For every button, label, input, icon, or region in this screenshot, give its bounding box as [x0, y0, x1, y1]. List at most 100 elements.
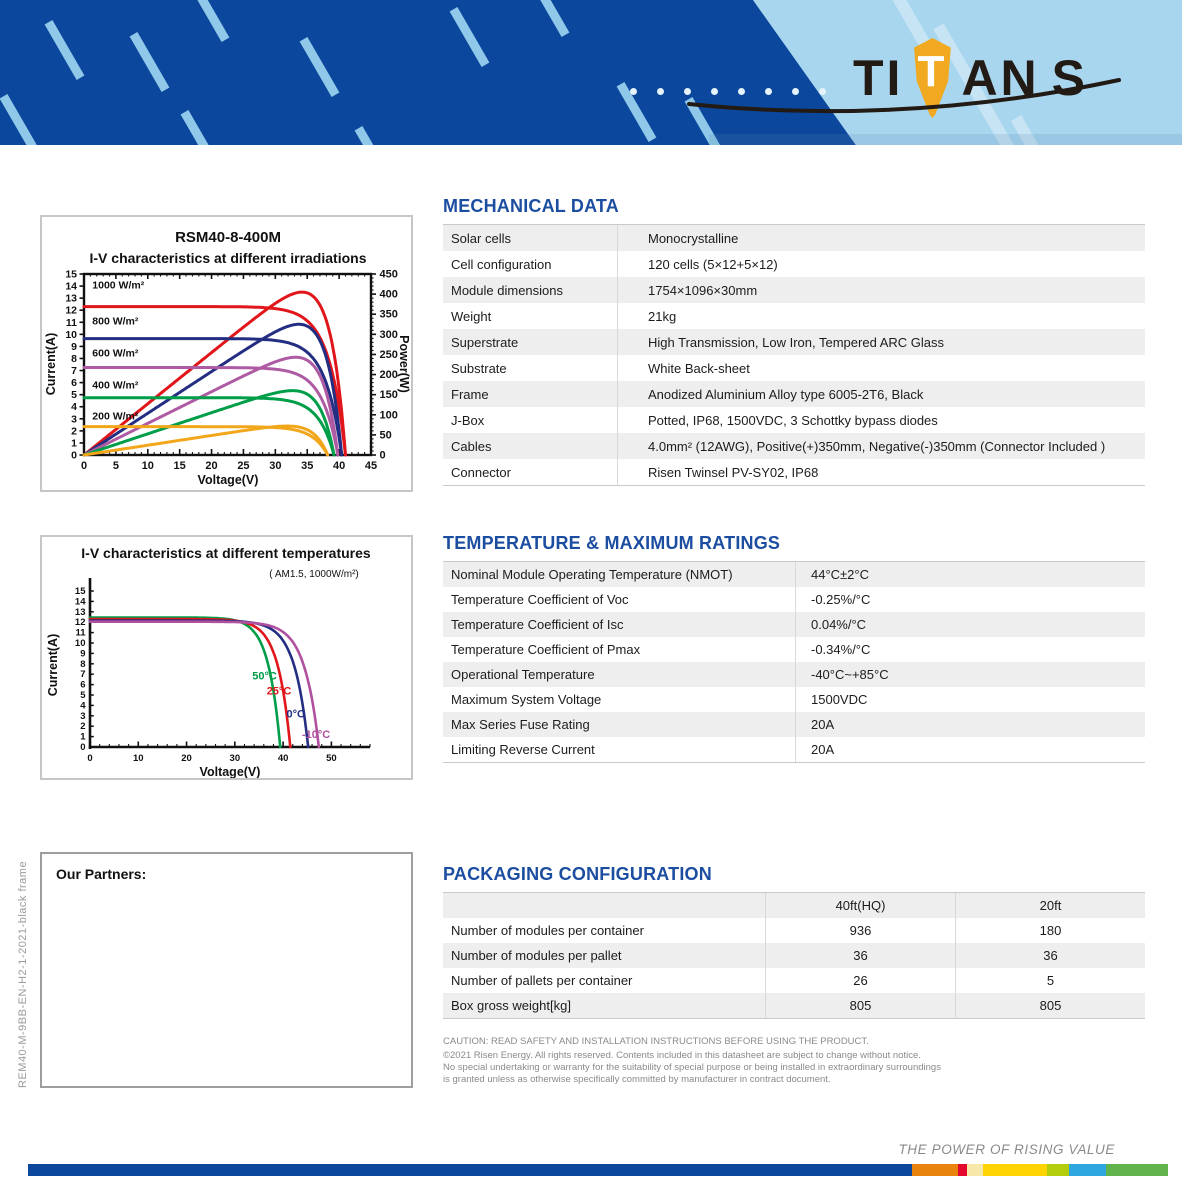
svg-text:6: 6	[71, 377, 77, 389]
svg-text:50°C: 50°C	[252, 670, 277, 682]
svg-text:300: 300	[380, 329, 398, 341]
svg-text:I-V characteristics at differe: I-V characteristics at different irradia…	[90, 250, 367, 266]
caution-line: CAUTION: READ SAFETY AND INSTALLATION IN…	[443, 1036, 869, 1047]
svg-text:10: 10	[65, 329, 77, 341]
row-value: Monocrystalline	[617, 225, 1145, 251]
svg-text:250: 250	[380, 349, 398, 361]
svg-text:10: 10	[133, 753, 144, 764]
svg-text:150: 150	[380, 389, 398, 401]
svg-text:50: 50	[326, 753, 337, 764]
cell: Number of modules per container	[451, 923, 644, 938]
cell: Box gross weight[kg]	[451, 998, 571, 1013]
svg-text:7: 7	[71, 365, 77, 377]
temperature-ratings-section: TEMPERATURE & MAXIMUM RATINGS Nominal Mo…	[443, 533, 1145, 763]
svg-text:0: 0	[87, 753, 92, 764]
svg-text:800 W/m²: 800 W/m²	[92, 316, 139, 328]
table-row: Cables 4.0mm² (12AWG), Positive(+)350mm, …	[443, 433, 1145, 459]
row-label: Cell configuration	[451, 256, 552, 272]
svg-text:200: 200	[380, 369, 398, 381]
svg-text:400: 400	[380, 289, 398, 301]
svg-text:10: 10	[75, 638, 86, 649]
svg-text:20: 20	[205, 460, 217, 472]
row-value: High Transmission, Low Iron, Tempered AR…	[617, 329, 1145, 355]
svg-text:0: 0	[81, 460, 87, 472]
row-label: Temperature Coefficient of Pmax	[451, 642, 641, 657]
table-row: Frame Anodized Aluminium Alloy type 6005-…	[443, 381, 1145, 407]
bar-segment	[967, 1164, 983, 1176]
svg-text:600 W/m²: 600 W/m²	[92, 348, 139, 360]
packaging-table: 40ft(HQ) 20ft Number of modules per contai…	[443, 892, 1145, 1019]
iv-irradiation-chart: RSM40-8-400M I-V characteristics at diffe…	[44, 229, 411, 487]
table-row: Number of pallets per container 26 5	[443, 968, 1145, 993]
svg-text:350: 350	[380, 309, 398, 321]
bar-segment	[958, 1164, 967, 1176]
mechanical-data-section: MECHANICAL DATA Solar cells Monocrystalli…	[443, 196, 1145, 486]
row-label: Operational Temperature	[451, 667, 595, 682]
dot-icon	[711, 88, 718, 95]
svg-text:30: 30	[269, 460, 281, 472]
table-row: Superstrate High Transmission, Low Iron, …	[443, 329, 1145, 355]
row-value: 44°C±2°C	[795, 562, 1145, 587]
row-value: 20A	[795, 712, 1145, 737]
iv-temperature-chart-box: I-V characteristics at different tempera…	[40, 535, 413, 780]
svg-text:0: 0	[71, 450, 77, 462]
dot-icon	[630, 88, 637, 95]
row-label: Temperature Coefficient of Isc	[451, 617, 624, 632]
column-header	[443, 893, 765, 918]
bar-segment	[1106, 1164, 1168, 1176]
row-value: -0.34%/°C	[795, 637, 1145, 662]
svg-text:9: 9	[80, 648, 85, 659]
partners-box: Our Partners:	[40, 852, 413, 1088]
cell: 5	[955, 968, 1145, 993]
svg-text:7: 7	[80, 669, 85, 680]
svg-text:3: 3	[71, 413, 77, 425]
svg-text:8: 8	[71, 353, 77, 365]
mechanical-data-table: Solar cells Monocrystalline Cell configura…	[443, 224, 1145, 486]
iv-irradiation-chart-box: RSM40-8-400M I-V characteristics at diffe…	[40, 215, 413, 492]
dot-icon	[765, 88, 772, 95]
cell: 805	[955, 993, 1145, 1018]
svg-text:Power(W): Power(W)	[397, 335, 411, 393]
dot-icon	[684, 88, 691, 95]
table-row: Temperature Coefficient of Voc -0.25%/°C	[443, 587, 1145, 612]
svg-text:25: 25	[237, 460, 249, 472]
svg-text:Current(A): Current(A)	[46, 634, 60, 697]
row-label: Limiting Reverse Current	[451, 742, 595, 757]
svg-text:12: 12	[65, 305, 77, 317]
table-row: Weight 21kg	[443, 303, 1145, 329]
row-value: Potted, IP68, 1500VDC, 3 Schottky bypass…	[617, 407, 1145, 433]
logo-swoosh	[687, 78, 1121, 114]
row-label: Connector	[451, 464, 511, 480]
table-row: Number of modules per container 936 180	[443, 918, 1145, 943]
row-value: 4.0mm² (12AWG), Positive(+)350mm, Negati…	[617, 433, 1145, 459]
column-header: 40ft(HQ)	[765, 893, 955, 918]
iv-temperature-chart: I-V characteristics at different tempera…	[46, 545, 371, 779]
svg-text:45: 45	[365, 460, 377, 472]
row-value: Risen Twinsel PV-SY02, IP68	[617, 459, 1145, 485]
row-value: 120 cells (5×12+5×12)	[617, 251, 1145, 277]
bar-segment	[983, 1164, 1047, 1176]
bar-segment	[1047, 1164, 1069, 1176]
row-label: Maximum System Voltage	[451, 692, 602, 707]
dot-icon	[792, 88, 799, 95]
table-row: Limiting Reverse Current 20A	[443, 737, 1145, 762]
table-row: Nominal Module Operating Temperature (NM…	[443, 562, 1145, 587]
svg-text:15: 15	[75, 586, 86, 597]
svg-text:1: 1	[71, 437, 77, 449]
table-row: Cell configuration 120 cells (5×12+5×12)	[443, 251, 1145, 277]
caution-line: No special undertaking or warranty for t…	[443, 1062, 941, 1073]
bar-segment	[912, 1164, 958, 1176]
row-label: Frame	[451, 386, 489, 402]
cell: Number of pallets per container	[451, 973, 633, 988]
row-value: Anodized Aluminium Alloy type 6005-2T6, …	[617, 381, 1145, 407]
column-header: 20ft	[955, 893, 1145, 918]
cell: 180	[955, 918, 1145, 943]
footer-color-bar	[28, 1164, 1168, 1176]
helmet-icon: T	[914, 38, 951, 118]
svg-text:-10°C: -10°C	[302, 729, 330, 741]
packaging-section: PACKAGING CONFIGURATION 40ft(HQ) 20ft Numb…	[443, 864, 1145, 1019]
svg-text:0°C: 0°C	[286, 708, 305, 720]
dot-icon	[819, 88, 826, 95]
svg-text:50: 50	[380, 429, 392, 441]
row-label: Weight	[451, 308, 492, 324]
